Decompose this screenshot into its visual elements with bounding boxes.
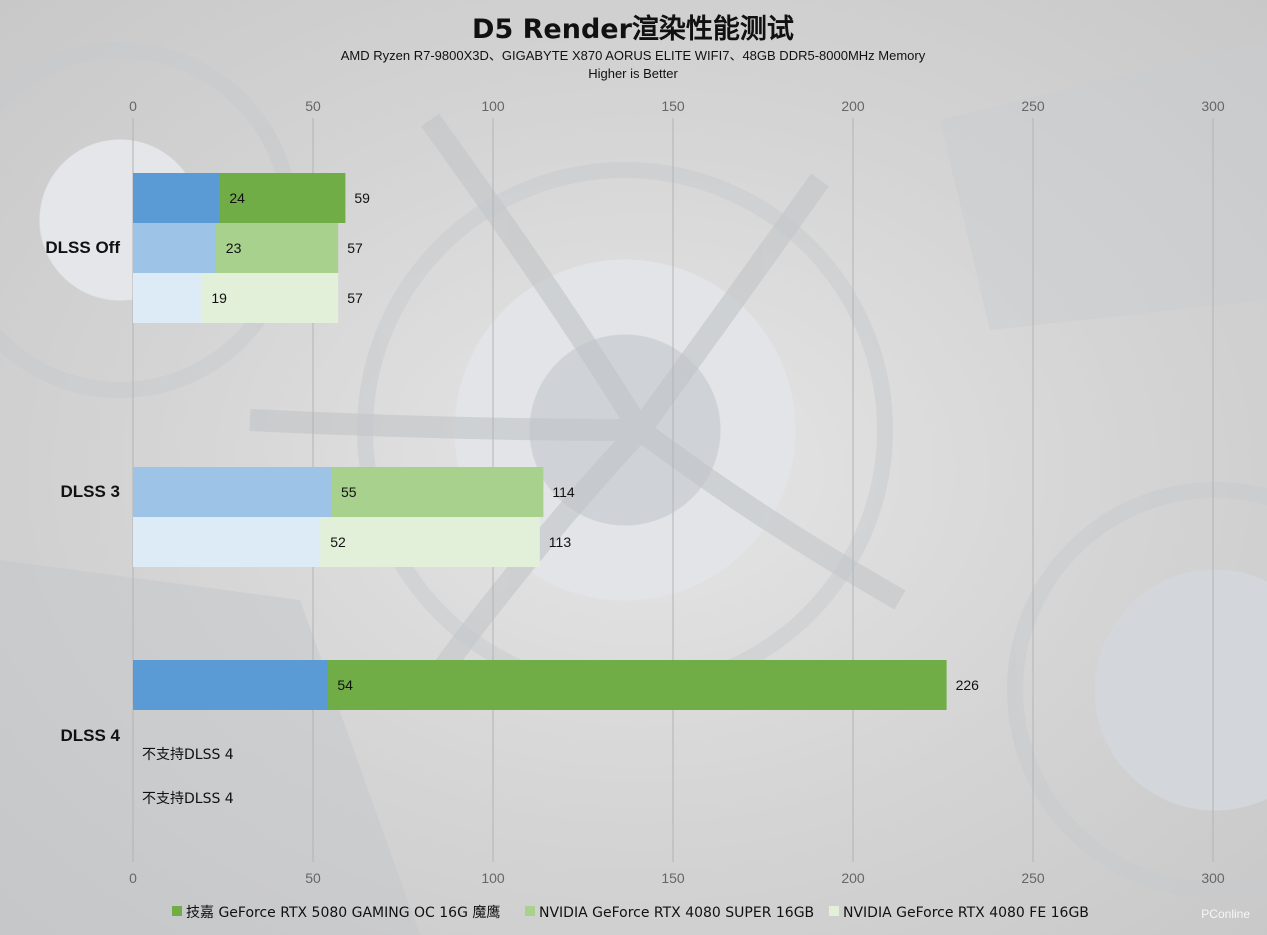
data-label-inner: 55: [341, 484, 357, 500]
category-label: DLSS Off: [45, 238, 120, 257]
bar-inner: [133, 273, 202, 323]
legend-swatch: [525, 906, 535, 916]
x-tick-label: 200: [841, 98, 865, 114]
x-tick-label: 150: [661, 98, 685, 114]
not-supported-note: 不支持DLSS 4: [142, 747, 234, 763]
not-supported-note: 不支持DLSS 4: [142, 791, 234, 807]
legend-swatch: [829, 906, 839, 916]
data-label-outer: 59: [354, 190, 370, 206]
x-tick-label: 100: [481, 98, 505, 114]
watermark: PConline: [1201, 907, 1250, 921]
legend-entry: 技嘉 GeForce RTX 5080 GAMING OC 16G 魔鹰: [186, 905, 500, 921]
x-tick-label: 0: [129, 98, 137, 114]
x-tick-label: 50: [305, 98, 321, 114]
category-label: DLSS 4: [60, 726, 120, 745]
bar-inner: [133, 173, 220, 223]
x-axis-bottom: 0 50 100 150 200 250 300: [129, 870, 1225, 886]
data-label-outer: 226: [956, 677, 980, 693]
legend-entry: NVIDIA GeForce RTX 4080 SUPER 16GB: [539, 905, 814, 921]
data-label-inner: 24: [229, 190, 245, 206]
x-tick-label: 0: [129, 870, 137, 886]
bar-inner: [133, 517, 321, 567]
data-label-outer: 57: [347, 290, 363, 306]
data-label-outer: 114: [552, 484, 575, 500]
x-tick-label: 250: [1021, 98, 1045, 114]
bar-inner: [133, 660, 328, 710]
x-tick-label: 300: [1201, 98, 1225, 114]
chart-subtitle-hardware: AMD Ryzen R7-9800X3D、GIGABYTE X870 AORUS…: [341, 48, 926, 63]
bars: 24 59 23 57 19 57 55 114 52 113 54 226: [133, 173, 979, 710]
category-labels: DLSS Off DLSS 3 DLSS 4: [45, 238, 120, 745]
category-label: DLSS 3: [60, 482, 120, 501]
x-tick-label: 50: [305, 870, 321, 886]
x-tick-label: 250: [1021, 870, 1045, 886]
bar-inner: [133, 223, 216, 273]
legend: 技嘉 GeForce RTX 5080 GAMING OC 16G 魔鹰 NVID…: [172, 905, 1089, 921]
x-tick-label: 200: [841, 870, 865, 886]
x-axis-top: 0 50 100 150 200 250 300: [129, 98, 1225, 114]
data-label-inner: 52: [330, 534, 346, 550]
data-label-outer: 113: [549, 534, 572, 550]
data-label-inner: 54: [337, 677, 353, 693]
x-tick-label: 100: [481, 870, 505, 886]
x-tick-label: 300: [1201, 870, 1225, 886]
data-label-outer: 57: [347, 240, 363, 256]
chart-title: D5 Render渲染性能测试: [472, 13, 794, 45]
legend-swatch: [172, 906, 182, 916]
x-tick-label: 150: [661, 870, 685, 886]
bar-inner: [133, 467, 331, 517]
data-label-inner: 23: [226, 240, 242, 256]
data-label-inner: 19: [211, 290, 227, 306]
annotations: 不支持DLSS 4 不支持DLSS 4: [142, 747, 234, 807]
chart-subtitle-note: Higher is Better: [588, 66, 678, 81]
legend-entry: NVIDIA GeForce RTX 4080 FE 16GB: [843, 905, 1089, 921]
